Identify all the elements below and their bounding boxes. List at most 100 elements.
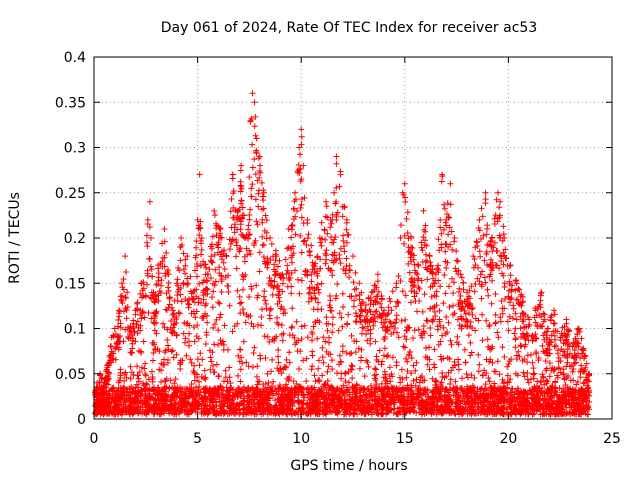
data-point — [462, 359, 469, 366]
data-point — [342, 369, 349, 376]
data-point — [284, 283, 291, 290]
data-point — [329, 329, 336, 336]
data-point — [517, 342, 524, 349]
data-point — [106, 352, 113, 359]
data-point — [496, 204, 503, 211]
chart-title: Day 061 of 2024, Rate Of TEC Index for r… — [161, 20, 537, 36]
data-point — [180, 266, 187, 273]
data-point — [240, 276, 247, 283]
data-point — [524, 359, 531, 366]
data-point — [288, 290, 295, 297]
data-point — [279, 280, 286, 287]
data-point — [329, 366, 336, 373]
data-point — [332, 200, 339, 207]
data-point — [224, 346, 231, 353]
data-point — [251, 156, 258, 163]
data-point — [582, 364, 589, 371]
data-point — [318, 219, 325, 226]
data-point — [289, 305, 296, 312]
data-point — [289, 332, 296, 339]
data-point — [437, 283, 444, 290]
data-point — [326, 339, 333, 346]
data-point — [447, 380, 454, 387]
data-point — [239, 306, 246, 313]
data-point — [440, 300, 447, 307]
data-point — [267, 305, 274, 312]
data-point — [400, 240, 407, 247]
data-point — [475, 368, 482, 375]
data-point — [431, 364, 438, 371]
data-point — [325, 363, 332, 370]
data-point — [365, 363, 372, 370]
data-point — [398, 366, 405, 373]
data-point — [443, 264, 450, 271]
data-point — [547, 317, 554, 324]
data-point — [255, 190, 262, 197]
data-point — [134, 300, 141, 307]
data-point — [495, 334, 502, 341]
data-point — [163, 249, 170, 256]
data-point — [429, 375, 436, 382]
data-point — [383, 353, 390, 360]
data-point — [345, 311, 352, 318]
data-point — [397, 222, 404, 229]
data-point — [221, 265, 228, 272]
data-point — [324, 327, 331, 334]
data-point — [441, 205, 448, 212]
data-point — [320, 334, 327, 341]
data-point — [208, 258, 215, 265]
data-point — [257, 355, 264, 362]
data-point — [346, 350, 353, 357]
data-point — [255, 203, 262, 210]
data-point — [234, 287, 241, 294]
data-point — [262, 212, 269, 219]
data-point — [557, 337, 564, 344]
data-point — [269, 356, 276, 363]
data-point — [128, 349, 135, 356]
data-point — [207, 354, 214, 361]
data-point — [551, 311, 558, 318]
data-point — [510, 302, 517, 309]
data-point — [187, 273, 194, 280]
data-point — [176, 310, 183, 317]
data-point — [411, 327, 418, 334]
data-point — [515, 285, 522, 292]
data-point — [266, 312, 273, 319]
data-point — [348, 332, 355, 339]
data-point — [193, 333, 200, 340]
data-point — [140, 338, 147, 345]
data-point — [334, 369, 341, 376]
data-point — [563, 374, 570, 381]
data-point — [489, 248, 496, 255]
data-point — [451, 310, 458, 317]
data-point — [475, 264, 482, 271]
data-point — [146, 224, 153, 231]
data-point — [462, 310, 469, 317]
data-point — [338, 375, 345, 382]
data-point — [260, 187, 267, 194]
data-point — [326, 334, 333, 341]
data-point — [428, 262, 434, 269]
data-point — [333, 184, 340, 191]
data-point — [183, 352, 190, 359]
data-point — [297, 165, 304, 172]
data-point — [192, 314, 199, 321]
data-point — [254, 321, 261, 328]
data-point — [233, 242, 240, 249]
data-point — [323, 203, 330, 210]
data-point — [328, 220, 335, 227]
data-point — [530, 365, 537, 372]
data-point — [204, 319, 211, 326]
data-point — [520, 369, 527, 376]
data-point — [378, 380, 385, 387]
data-point — [237, 226, 244, 233]
data-point — [528, 351, 535, 358]
data-point — [450, 290, 457, 297]
data-point — [323, 314, 330, 321]
data-point — [423, 257, 430, 264]
data-point — [308, 329, 315, 336]
data-point — [415, 275, 422, 282]
data-point — [415, 326, 422, 333]
data-point — [358, 330, 365, 337]
data-point — [264, 333, 271, 340]
